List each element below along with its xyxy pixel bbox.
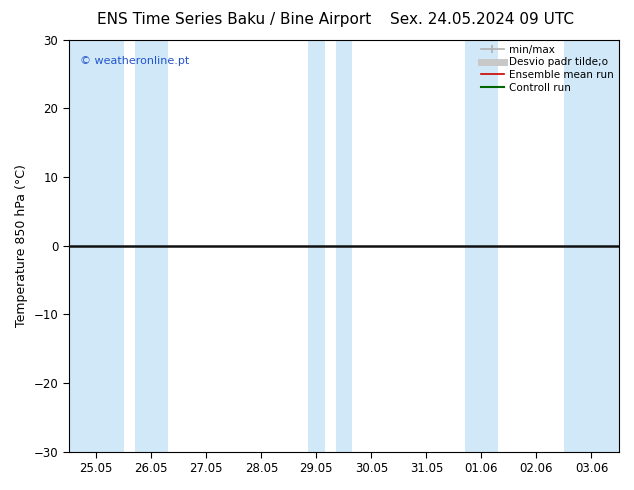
Legend: min/max, Desvio padr tilde;o, Ensemble mean run, Controll run: min/max, Desvio padr tilde;o, Ensemble m…: [479, 43, 616, 95]
Text: © weatheronline.pt: © weatheronline.pt: [80, 56, 189, 66]
Text: ENS Time Series Baku / Bine Airport: ENS Time Series Baku / Bine Airport: [98, 12, 372, 27]
Bar: [465, 40, 498, 452]
Bar: [564, 40, 619, 452]
Bar: [68, 40, 124, 452]
Bar: [135, 40, 168, 452]
Bar: [308, 40, 325, 452]
Bar: [335, 40, 352, 452]
Text: Sex. 24.05.2024 09 UTC: Sex. 24.05.2024 09 UTC: [390, 12, 574, 27]
Y-axis label: Temperature 850 hPa (°C): Temperature 850 hPa (°C): [15, 164, 28, 327]
